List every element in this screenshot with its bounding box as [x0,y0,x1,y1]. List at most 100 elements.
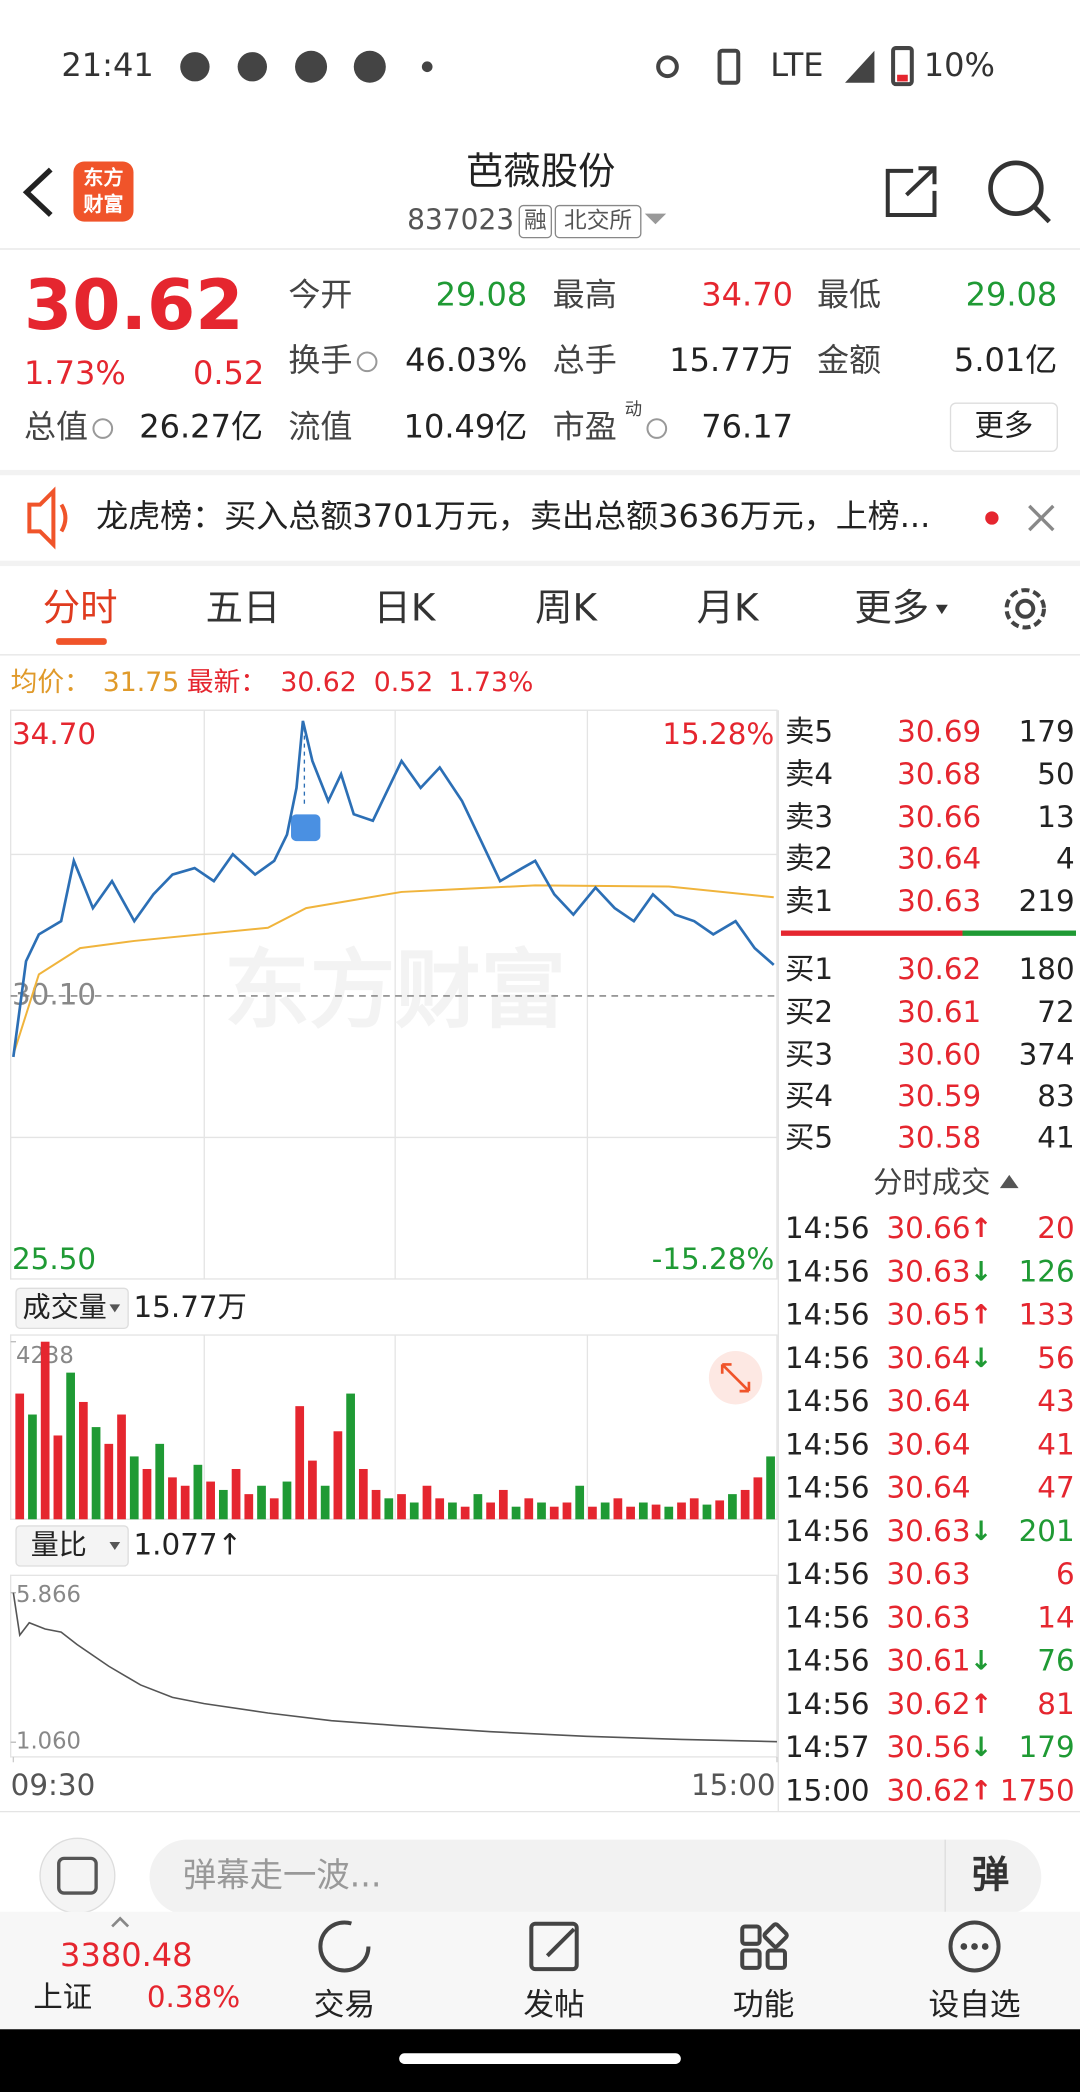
ratio-selector[interactable] [15,1525,129,1567]
field-sup: 动 [625,400,642,420]
tag-box [518,204,553,239]
notice: 龙虎榜：买入总额3701万元，卖出总额3636万元，上榜... [96,497,930,535]
book-volume: 4 [1056,841,1075,875]
volume-bar [677,1502,686,1520]
trade-volume: 41 [1037,1427,1074,1461]
trade-arrow: ↓ [970,1343,992,1374]
field-label: 市盈 [553,408,617,446]
volume-bar [66,1372,75,1520]
trade-volume: 20 [1037,1211,1074,1245]
volume-bar [473,1494,483,1520]
book-volume: 13 [1037,800,1074,834]
tab[interactable]: 五日 [206,586,281,630]
comment-settings-button[interactable] [39,1837,116,1914]
tag: 融 [524,208,547,234]
tab[interactable]: 月K [697,586,760,630]
tab-dropdown-icon [935,604,948,615]
back-button[interactable] [22,167,53,217]
book-label: 买5 [785,1120,833,1154]
price: 30.62 [24,266,244,346]
trade-volume: 201 [1019,1514,1075,1548]
search-icon [1032,205,1051,224]
change: 0.52 [193,354,264,392]
unread-dot [985,511,999,525]
trade-time: 14:56 [785,1298,870,1332]
danmaku-button[interactable]: 弹 [972,1853,1009,1897]
volume-bar [422,1485,432,1520]
trade-time: 14:56 [785,1514,870,1548]
share-button[interactable] [885,166,937,217]
divider [0,248,1080,250]
book-label: 买3 [785,1038,833,1072]
home-indicator[interactable] [399,2053,681,2064]
dropdown-icon[interactable] [644,213,667,225]
collapse-icon[interactable] [999,1174,1019,1189]
index-name: 上证 [33,1980,92,2014]
volume-bar [40,1341,50,1520]
more-button[interactable] [949,402,1058,452]
nav-item[interactable]: 设自选 [928,1988,1020,2023]
tab[interactable]: 更多 [854,586,929,630]
trade-volume: 133 [1019,1298,1075,1332]
settings-button[interactable] [1004,588,1046,630]
volume-bar [753,1477,763,1520]
volume-bar [486,1502,495,1520]
dot [971,1943,978,1950]
trades-title: 分时成交 [873,1166,990,1200]
trade-price: 30.63 [886,1600,970,1634]
dot [981,1943,989,1950]
trade-price: 30.61 [886,1644,970,1678]
tab[interactable]: 日K [374,586,437,630]
book-price: 30.62 [897,952,981,986]
trade-price: 30.62 [886,1687,970,1721]
summary-value: 0.52 [374,667,433,698]
book-label: 买4 [785,1079,833,1113]
trade-volume: 43 [1037,1384,1074,1418]
volume-bar [15,1393,25,1520]
field-value: 34.70 [701,275,793,313]
trade-time: 14:56 [785,1384,870,1418]
field-value: 29.08 [436,275,528,313]
volume-bar [562,1502,572,1520]
nav-item[interactable]: 功能 [733,1988,794,2023]
trade-volume: 6 [1056,1557,1075,1591]
nav-item[interactable]: 交易 [314,1988,375,2023]
x-tick-label: 09:30 [11,1768,96,1802]
trade-price: 30.64 [886,1427,970,1461]
search-button[interactable] [988,160,1051,224]
volume-bar [104,1443,114,1520]
trade-price: 30.63 [886,1514,970,1548]
tab[interactable]: 分时 [43,586,118,630]
dot [960,1943,968,1950]
volume-bar [53,1435,63,1520]
volume-bar [409,1502,419,1520]
battery-icon [891,46,914,87]
dropdown-icon [109,1541,121,1550]
trade-arrow: ↑ [970,1213,992,1244]
trade-time: 14:56 [785,1600,870,1634]
volume-bar [333,1431,343,1520]
volume-bar [664,1506,674,1520]
book-volume: 41 [1037,1120,1074,1154]
volume-bar [142,1468,152,1520]
field-label: 总手 [553,341,617,379]
volume-bar [91,1427,101,1520]
close-button[interactable] [1028,504,1055,532]
book-volume: 219 [1019,884,1075,918]
tag: 北交所 [564,208,632,234]
book-label: 卖3 [785,800,833,834]
function-icon [762,1922,789,1949]
nav-item[interactable]: 发帖 [523,1988,584,2023]
expand-icon[interactable] [111,1916,130,1928]
info-icon [356,351,378,373]
comment-input[interactable] [149,1839,1042,1915]
volume-bar [524,1498,534,1520]
volume-bar [638,1502,648,1520]
volume-selector[interactable] [15,1287,129,1330]
book-label: 买1 [785,952,833,986]
book-volume: 179 [1019,714,1075,748]
trade-time: 14:56 [785,1644,870,1678]
book-price: 30.69 [897,714,981,748]
tab[interactable]: 周K [535,586,598,630]
